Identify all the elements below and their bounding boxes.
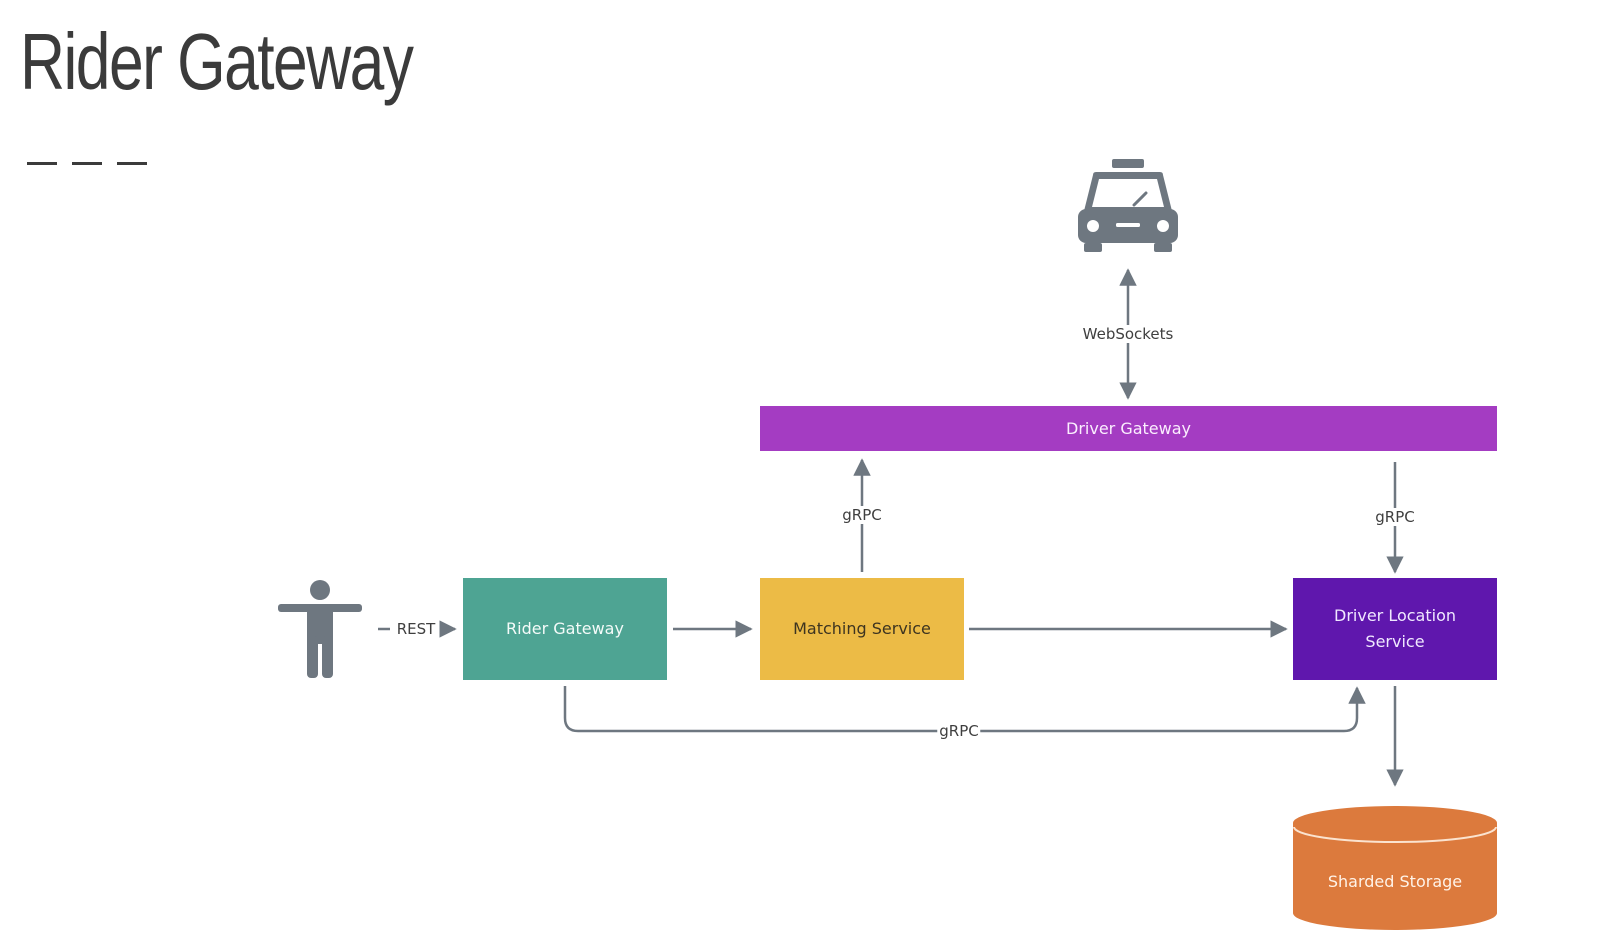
- driver-gateway-label: Driver Gateway: [1066, 418, 1191, 438]
- title-underline: [27, 162, 147, 166]
- rider-gateway-box: Rider Gateway: [463, 578, 667, 680]
- edge-label-websockets: WebSockets: [1080, 325, 1176, 343]
- driver-location-service-box: Driver Location Service: [1293, 578, 1497, 680]
- edge-label-grpc-driver-location: gRPC: [1373, 508, 1417, 526]
- rider-gateway-label: Rider Gateway: [506, 619, 624, 638]
- edge-label-rest: REST: [394, 620, 438, 638]
- sharded-storage-cylinder: [1293, 806, 1497, 930]
- matching-service-label: Matching Service: [793, 619, 931, 638]
- driver-location-service-label: Driver Location Service: [1334, 606, 1456, 651]
- page-title: Rider Gateway: [20, 17, 414, 106]
- person-icon: [278, 580, 362, 678]
- taxi-icon: [1078, 159, 1178, 252]
- sharded-storage-label: Sharded Storage: [1327, 872, 1463, 891]
- edge-label-grpc-rider: gRPC: [937, 722, 981, 740]
- matching-service-box: Matching Service: [760, 578, 964, 680]
- edge-label-grpc-matching: gRPC: [840, 506, 884, 524]
- driver-gateway-box: Driver Gateway: [760, 406, 1497, 451]
